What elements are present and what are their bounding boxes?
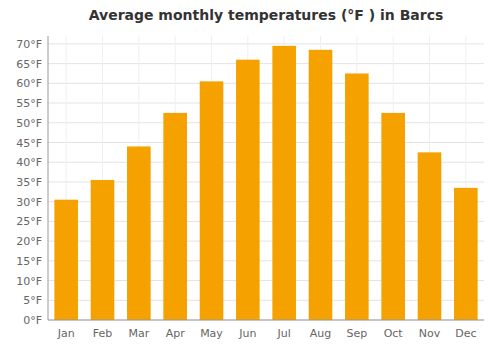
y-tick-label: 45°F — [16, 137, 42, 150]
x-tick-label: Jun — [238, 327, 256, 340]
x-tick-label: Nov — [419, 327, 441, 340]
bar — [454, 188, 478, 320]
y-tick-label: 65°F — [16, 58, 42, 71]
y-tick-label: 60°F — [16, 77, 42, 90]
bar — [381, 113, 405, 320]
chart-svg: Average monthly temperatures (°F ) in Ba… — [0, 0, 500, 350]
x-tick-label: Sep — [346, 327, 367, 340]
y-tick-label: 5°F — [23, 294, 42, 307]
y-axis: 0°F 5°F 10°F 15°F 20°F 25°F 30°F 35°F 40°F 45°F 50… — [16, 36, 48, 327]
grid-line — [48, 122, 484, 123]
grid — [48, 36, 484, 320]
y-tick-label: 30°F — [16, 196, 42, 209]
y-tick-label: 10°F — [16, 275, 42, 288]
x-tick-label: Feb — [93, 327, 112, 340]
x-tick-label: May — [200, 327, 223, 340]
grid-line — [48, 83, 484, 84]
y-tick-label: 0°F — [23, 314, 42, 327]
x-axis-line — [48, 320, 484, 321]
y-tick-label: 35°F — [16, 176, 42, 189]
bar — [91, 180, 115, 320]
x-tick-label: Jul — [277, 327, 291, 340]
bars — [54, 46, 477, 320]
bar — [272, 46, 296, 320]
y-tick-label: 40°F — [16, 156, 42, 169]
x-axis: Jan Feb Mar Apr May Jun Jul Aug Sep Oct Nov Dec — [48, 320, 484, 340]
page: {"chart_data": {"type": "bar", "title": … — [0, 0, 500, 350]
y-tick-label: 50°F — [16, 117, 42, 130]
grid-line — [48, 43, 484, 44]
grid-line — [48, 320, 484, 321]
bar — [345, 73, 369, 320]
x-tick-label: Aug — [310, 327, 331, 340]
x-tick-label: Mar — [128, 327, 149, 340]
x-tick-label: Apr — [166, 327, 186, 340]
grid-line — [48, 103, 484, 104]
bar — [200, 81, 224, 320]
bar — [163, 113, 187, 320]
y-tick-label: 20°F — [16, 235, 42, 248]
x-tick-label: Oct — [384, 327, 404, 340]
title: Average monthly temperatures (°F ) in Ba… — [89, 7, 444, 23]
chart-container: Average monthly temperatures (°F ) in Ba… — [0, 0, 500, 350]
y-tick-label: 15°F — [16, 255, 42, 268]
x-tick-label: Dec — [455, 327, 476, 340]
x-tick-label: Jan — [57, 327, 75, 340]
y-tick-label: 55°F — [16, 97, 42, 110]
bar — [309, 50, 333, 320]
bar — [54, 200, 78, 320]
y-tick-label: 70°F — [16, 38, 42, 51]
y-tick-label: 25°F — [16, 215, 42, 228]
grid-line — [48, 142, 484, 143]
grid-line — [48, 63, 484, 64]
bar — [127, 146, 151, 320]
y-axis-line — [48, 36, 49, 320]
bar — [418, 152, 442, 320]
bar — [236, 60, 260, 320]
